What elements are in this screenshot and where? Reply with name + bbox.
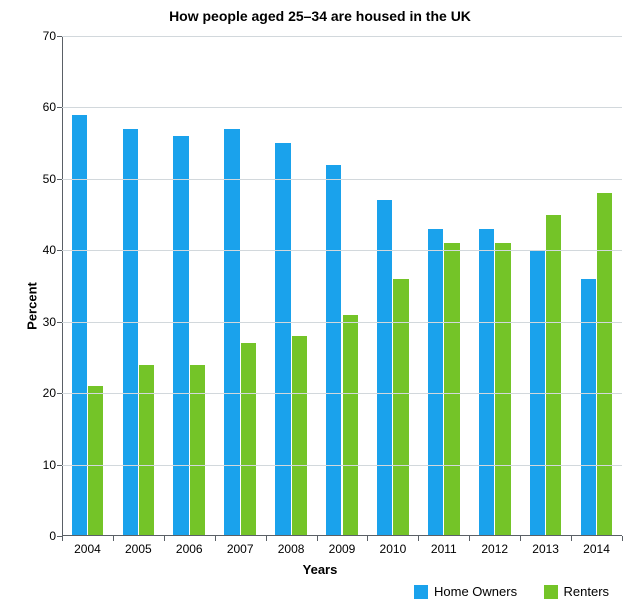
legend-item-home-owners: Home Owners [414,584,517,599]
x-tick-label: 2008 [278,536,305,556]
legend-label-home-owners: Home Owners [434,584,517,599]
y-tick-label: 70 [43,29,62,43]
x-tick-label: 2005 [125,536,152,556]
chart-container: How people aged 25–34 are housed in the … [0,0,640,611]
bar-home-owners [123,129,138,536]
bar-home-owners [581,279,596,536]
y-tick-label: 50 [43,172,62,186]
x-tick [266,536,267,541]
bar-home-owners [479,229,494,536]
y-tick-label: 20 [43,386,62,400]
y-tick-label: 0 [49,529,62,543]
x-tick [367,536,368,541]
y-tick-label: 30 [43,315,62,329]
bar-renters [241,343,256,536]
legend: Home Owners Renters [392,584,609,604]
bar-home-owners [72,115,87,536]
x-tick-label: 2009 [329,536,356,556]
bar-renters [597,193,612,536]
legend-label-renters: Renters [564,584,610,599]
bars-layer [62,36,622,536]
bar-renters [292,336,307,536]
y-tick-label: 10 [43,458,62,472]
x-tick [215,536,216,541]
x-tick-label: 2007 [227,536,254,556]
grid-line [62,250,622,251]
bar-renters [393,279,408,536]
x-tick [317,536,318,541]
bar-home-owners [224,129,239,536]
grid-line [62,465,622,466]
x-axis-label: Years [0,562,640,577]
plot-area: 0102030405060702004200520062007200820092… [62,36,622,536]
x-tick-label: 2010 [380,536,407,556]
bar-renters [139,365,154,536]
bar-home-owners [326,165,341,536]
bar-renters [88,386,103,536]
chart-title: How people aged 25–34 are housed in the … [0,8,640,24]
x-tick-label: 2011 [431,536,457,556]
grid-line [62,322,622,323]
y-axis-line [62,36,63,536]
x-tick [571,536,572,541]
x-tick [164,536,165,541]
bar-renters [546,215,561,536]
grid-line [62,36,622,37]
legend-swatch-home-owners [414,585,428,599]
y-tick-label: 40 [43,243,62,257]
x-tick [520,536,521,541]
x-tick-label: 2006 [176,536,203,556]
x-tick [469,536,470,541]
bar-home-owners [173,136,188,536]
x-tick [622,536,623,541]
grid-line [62,179,622,180]
x-tick-label: 2012 [481,536,508,556]
x-tick-label: 2013 [532,536,559,556]
x-tick [418,536,419,541]
legend-swatch-renters [544,585,558,599]
bar-renters [190,365,205,536]
y-axis-label: Percent [24,282,39,330]
x-tick-label: 2004 [74,536,101,556]
y-tick-label: 60 [43,100,62,114]
bar-home-owners [275,143,290,536]
bar-home-owners [428,229,443,536]
bar-renters [343,315,358,536]
grid-line [62,107,622,108]
x-tick [113,536,114,541]
x-tick-label: 2014 [583,536,610,556]
bar-renters [495,243,510,536]
bar-renters [444,243,459,536]
grid-line [62,393,622,394]
x-tick [62,536,63,541]
legend-item-renters: Renters [544,584,610,599]
